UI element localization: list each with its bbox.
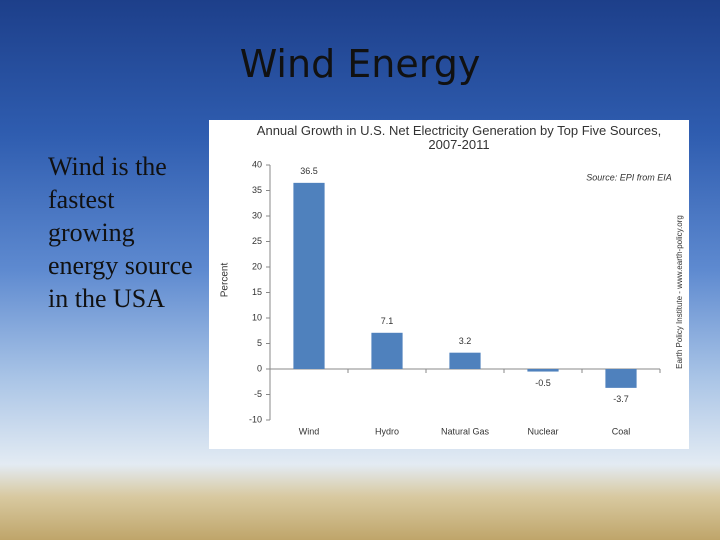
x-tick-label: Natural Gas	[441, 426, 490, 436]
bar	[527, 369, 559, 372]
bar	[605, 369, 637, 388]
y-tick-label: -10	[249, 414, 262, 424]
value-label: 36.5	[300, 166, 318, 176]
side-note: Earth Policy Institute - www.earth-polic…	[675, 215, 684, 369]
y-tick-label: 10	[252, 312, 262, 322]
value-label: -0.5	[535, 378, 551, 388]
x-tick-label: Nuclear	[527, 426, 558, 436]
x-tick-label: Wind	[299, 426, 320, 436]
y-tick-label: 35	[252, 185, 262, 195]
y-tick-label: 15	[252, 287, 262, 297]
y-tick-label: 5	[257, 338, 262, 348]
y-tick-label: 0	[257, 363, 262, 373]
x-tick-label: Coal	[612, 426, 631, 436]
value-label: -3.7	[613, 394, 629, 404]
y-tick-label: 25	[252, 236, 262, 246]
slide-title: Wind Energy	[239, 42, 481, 86]
x-tick-label: Hydro	[375, 426, 399, 436]
bar	[293, 182, 325, 369]
chart: Annual Growth in U.S. Net Electricity Ge…	[209, 120, 689, 449]
y-tick-label: 40	[252, 159, 262, 169]
value-label: 7.1	[381, 316, 394, 326]
body-text: Wind is the fastest growing energy sourc…	[48, 152, 193, 313]
y-tick-label: 30	[252, 210, 262, 220]
chart-svg: Source: EPI from EIA Earth Policy Instit…	[220, 159, 684, 436]
bar	[371, 332, 403, 369]
y-axis-label: Percent	[220, 263, 231, 298]
value-label: 3.2	[459, 336, 472, 346]
chart-title: Annual Growth in U.S. Net Electricity Ge…	[256, 123, 662, 152]
y-tick-label: -5	[254, 389, 262, 399]
source-note: Source: EPI from EIA	[586, 172, 672, 182]
y-tick-label: 20	[252, 261, 262, 271]
bar	[449, 352, 481, 369]
